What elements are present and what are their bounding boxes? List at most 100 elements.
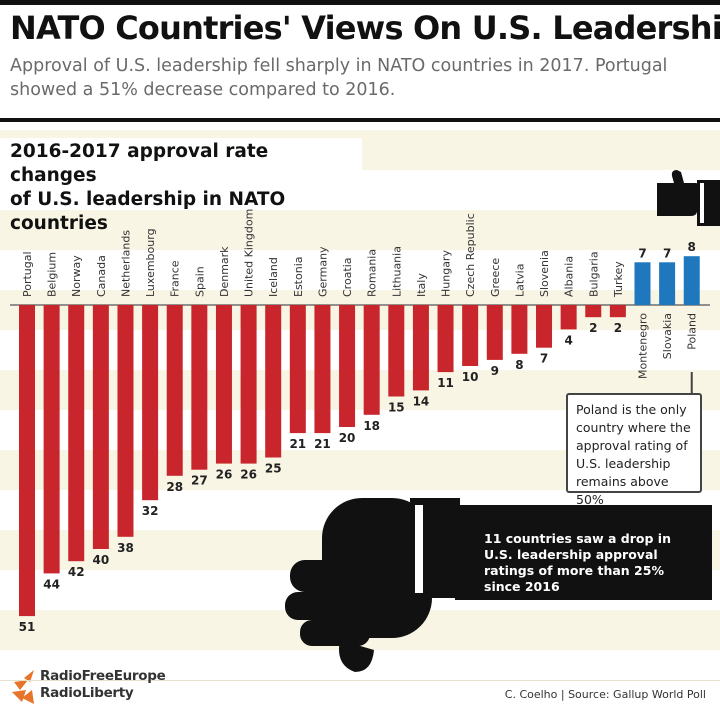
page-title: NATO Countries' Views On U.S. Leadership (10, 9, 720, 47)
value-label: 32 (142, 504, 159, 518)
category-label: Belgium (46, 252, 59, 297)
bar-united-kingdom (240, 305, 257, 464)
category-label: Montenegro (637, 313, 650, 379)
category-label: Lithuania (390, 246, 403, 297)
category-label: Czech Republic (464, 213, 477, 297)
bar-poland (683, 256, 700, 305)
bar-romania (363, 305, 380, 415)
thumbs-up-icon (657, 170, 720, 226)
bar-iceland (265, 305, 282, 458)
value-label: 21 (314, 437, 331, 451)
logo-line1: RadioFreeEurope (40, 668, 166, 684)
category-label: Germany (316, 246, 329, 297)
value-label: 18 (363, 419, 380, 433)
value-label: 15 (388, 401, 405, 415)
category-label: Spain (193, 266, 206, 297)
bar-lithuania (388, 305, 405, 397)
source-credit: C. Coelho | Source: Gallup World Poll (504, 688, 706, 701)
value-label: 38 (117, 541, 134, 555)
value-label: 25 (265, 462, 282, 476)
bar-croatia (339, 305, 356, 427)
divider (0, 118, 720, 122)
category-label: Poland (686, 313, 699, 350)
chart-heading-line2: of U.S. leadership in NATO countries (10, 189, 286, 234)
bar-hungary (437, 305, 454, 373)
bar-luxembourg (142, 305, 159, 501)
chart-heading: 2016-2017 approval rate changes of U.S. … (10, 140, 360, 236)
value-label: 26 (240, 468, 257, 482)
bar-spain (191, 305, 208, 470)
category-label: Estonia (292, 257, 305, 298)
value-label: 44 (43, 577, 60, 591)
category-label: France (169, 260, 182, 297)
bar-albania (560, 305, 577, 330)
footer-divider (0, 680, 720, 681)
chart-heading-line1: 2016-2017 approval rate changes (10, 141, 269, 186)
rferl-logo-icon (12, 670, 34, 704)
bar-canada (92, 305, 109, 549)
category-label: Canada (95, 255, 108, 297)
value-label: 7 (638, 246, 646, 260)
category-label: Portugal (21, 251, 34, 297)
value-label: 11 (437, 376, 454, 390)
value-label: 27 (191, 474, 208, 488)
category-label: Slovakia (661, 313, 674, 359)
bar-estonia (289, 305, 306, 434)
value-label: 4 (564, 333, 572, 347)
value-label: 9 (491, 364, 499, 378)
bar-norway (68, 305, 85, 562)
value-label: 2 (614, 321, 622, 335)
bar-italy (412, 305, 429, 391)
poland-callout: Poland is the only country where the app… (566, 393, 702, 507)
category-label: Denmark (218, 246, 231, 297)
thumbs-down-icon (285, 494, 712, 672)
category-label: Norway (70, 255, 83, 297)
value-label: 20 (339, 431, 356, 445)
bar-denmark (215, 305, 232, 464)
category-label: Italy (415, 273, 428, 297)
category-label: Luxembourg (144, 228, 157, 297)
category-label: Latvia (513, 264, 526, 298)
value-label: 42 (68, 565, 85, 579)
bar-slovakia (659, 262, 676, 305)
value-label: 26 (216, 468, 233, 482)
value-label: 51 (19, 620, 36, 634)
value-label: 21 (289, 437, 306, 451)
bar-bulgaria (585, 305, 602, 318)
page-subtitle: Approval of U.S. leadership fell sharply… (10, 56, 668, 100)
bar-france (166, 305, 183, 476)
category-label: Croatia (341, 257, 354, 297)
value-label: 40 (93, 553, 110, 567)
logo-line2: RadioLiberty (40, 685, 134, 701)
bar-latvia (511, 305, 528, 354)
value-label: 7 (540, 352, 548, 366)
category-label: Turkey (612, 261, 625, 298)
category-label: United Kingdom (243, 209, 256, 297)
value-label: 10 (462, 370, 479, 384)
drop-banner-text: 11 countries saw a drop in U.S. leadersh… (484, 531, 671, 594)
value-label: 7 (663, 246, 671, 260)
category-label: Greece (489, 258, 502, 297)
bar-greece (486, 305, 503, 360)
top-bar (0, 0, 720, 5)
value-label: 8 (688, 240, 696, 254)
category-label: Netherlands (119, 230, 132, 297)
footer-logo: RadioFreeEurope RadioLiberty (40, 668, 166, 702)
bar-montenegro (634, 262, 651, 305)
category-label: Iceland (267, 257, 280, 297)
category-label: Albania (563, 256, 576, 297)
category-label: Romania (366, 249, 379, 297)
bar-germany (314, 305, 331, 434)
category-label: Hungary (440, 250, 453, 297)
category-label: Bulgaria (587, 251, 600, 297)
value-label: 28 (166, 480, 183, 494)
bar-netherlands (117, 305, 134, 537)
value-label: 2 (589, 321, 597, 335)
value-label: 14 (413, 394, 430, 408)
bar-slovenia (536, 305, 553, 348)
bar-portugal (19, 305, 35, 617)
chart-heading-box (0, 138, 362, 192)
bar-czech-republic (462, 305, 479, 366)
value-label: 8 (515, 358, 523, 372)
